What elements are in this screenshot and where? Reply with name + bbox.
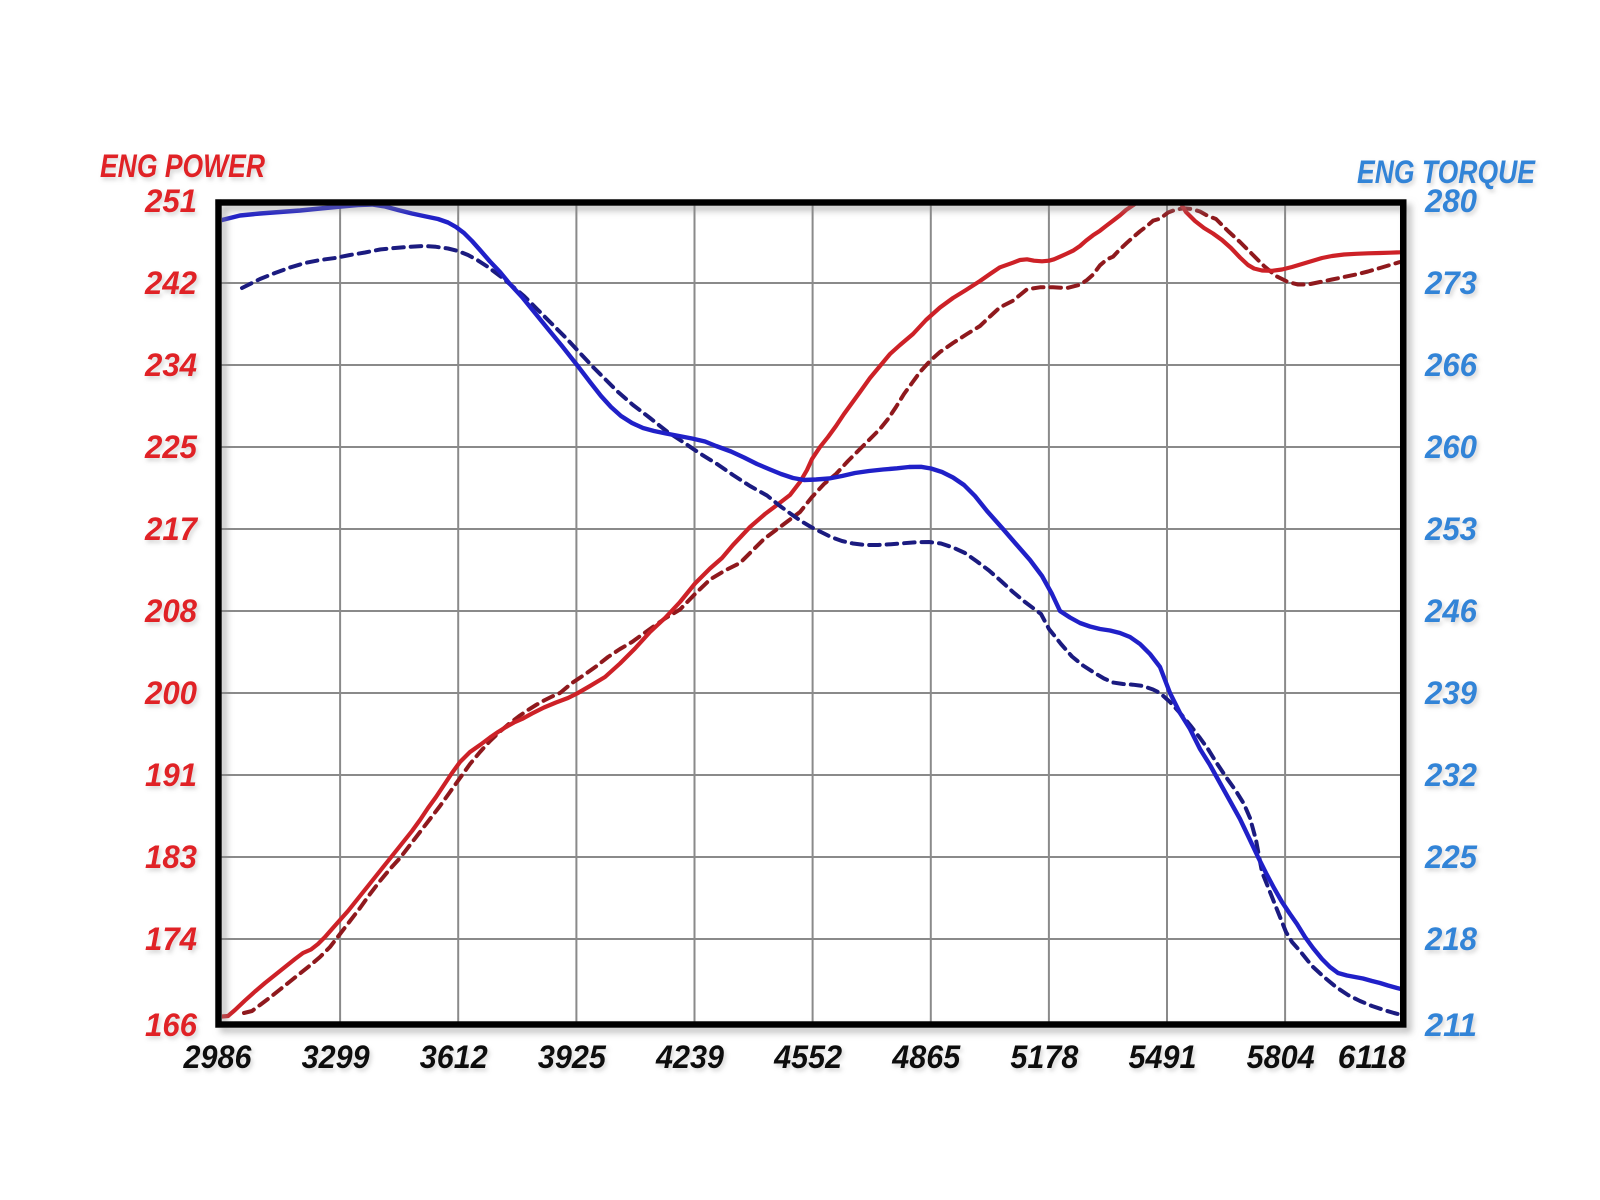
svg-text:5804: 5804 <box>1247 1039 1315 1075</box>
svg-text:242: 242 <box>144 265 197 301</box>
svg-text:208: 208 <box>144 593 197 629</box>
svg-text:232: 232 <box>1424 757 1477 793</box>
svg-text:3299: 3299 <box>302 1039 370 1075</box>
svg-text:166: 166 <box>145 1007 197 1043</box>
svg-text:251: 251 <box>144 183 197 219</box>
svg-text:5178: 5178 <box>1010 1039 1078 1075</box>
svg-text:2986: 2986 <box>183 1039 252 1075</box>
svg-text:246: 246 <box>1424 593 1477 629</box>
svg-text:200: 200 <box>144 675 197 711</box>
svg-text:3612: 3612 <box>420 1039 488 1075</box>
svg-text:239: 239 <box>1424 675 1477 711</box>
svg-text:183: 183 <box>145 839 197 875</box>
svg-text:260: 260 <box>1424 429 1477 465</box>
svg-text:225: 225 <box>1424 839 1478 875</box>
svg-text:266: 266 <box>1424 347 1477 383</box>
svg-text:4865: 4865 <box>891 1039 961 1075</box>
svg-text:3925: 3925 <box>538 1039 607 1075</box>
svg-text:174: 174 <box>145 921 197 957</box>
svg-text:280: 280 <box>1424 183 1477 219</box>
svg-text:225: 225 <box>144 429 198 465</box>
svg-text:273: 273 <box>1424 265 1477 301</box>
svg-text:217: 217 <box>144 511 199 547</box>
svg-text:253: 253 <box>1424 511 1477 547</box>
svg-text:5491: 5491 <box>1129 1039 1197 1075</box>
svg-text:4552: 4552 <box>773 1039 842 1075</box>
svg-text:ENG POWER: ENG POWER <box>100 148 265 184</box>
svg-text:191: 191 <box>145 757 197 793</box>
svg-text:ENG TORQUE: ENG TORQUE <box>1357 154 1536 190</box>
svg-text:234: 234 <box>144 347 197 383</box>
svg-text:4239: 4239 <box>655 1039 724 1075</box>
svg-text:218: 218 <box>1424 921 1477 957</box>
svg-text:6118: 6118 <box>1338 1039 1406 1075</box>
svg-text:211: 211 <box>1424 1007 1477 1043</box>
